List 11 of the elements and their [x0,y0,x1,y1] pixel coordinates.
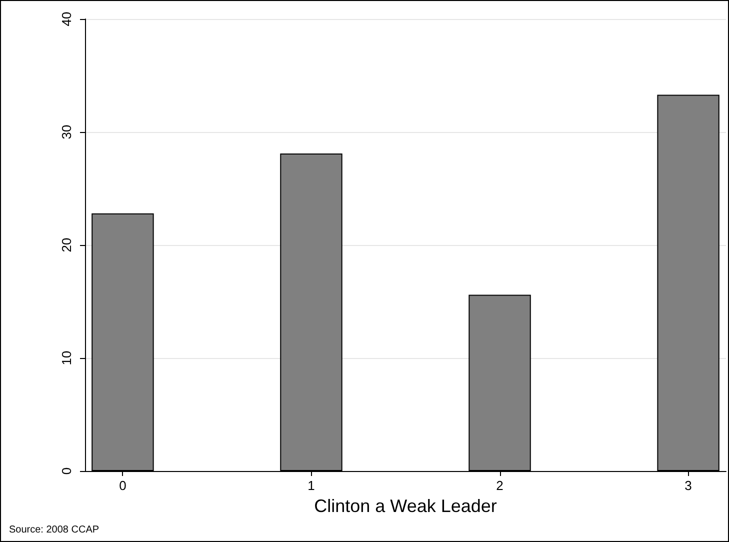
source-note: Source: 2008 CCAP [9,524,100,536]
y-tick-label: 40 [59,12,74,26]
x-tick-label: 3 [684,478,692,493]
y-tick-label: 0 [59,467,74,475]
x-tick-label: 0 [119,478,126,493]
x-tick-label: 2 [496,478,504,493]
x-axis-title: Clinton a Weak Leader [314,496,497,516]
y-tick-label: 30 [59,124,74,140]
y-tick-label: 10 [59,350,74,366]
x-tick-label: 1 [308,478,315,493]
y-tick-label: 20 [59,238,74,252]
